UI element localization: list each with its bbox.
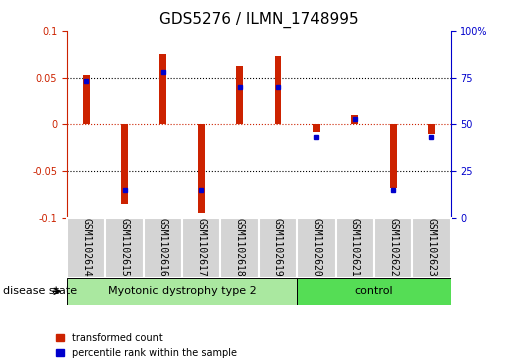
Bar: [198, 124, 204, 213]
Bar: [412, 218, 451, 278]
Bar: [351, 115, 358, 124]
Bar: [274, 56, 281, 124]
Bar: [121, 124, 128, 204]
Text: Myotonic dystrophy type 2: Myotonic dystrophy type 2: [108, 286, 256, 296]
Text: GSM1102615: GSM1102615: [119, 219, 129, 277]
Text: GSM1102616: GSM1102616: [158, 219, 168, 277]
Bar: [220, 218, 259, 278]
Text: GSM1102623: GSM1102623: [426, 219, 436, 277]
Text: GSM1102619: GSM1102619: [273, 219, 283, 277]
Text: GSM1102621: GSM1102621: [350, 219, 359, 277]
Bar: [67, 278, 297, 305]
Bar: [336, 218, 374, 278]
Legend: transformed count, percentile rank within the sample: transformed count, percentile rank withi…: [56, 333, 237, 358]
Title: GDS5276 / ILMN_1748995: GDS5276 / ILMN_1748995: [159, 12, 358, 28]
Bar: [182, 218, 220, 278]
Bar: [428, 124, 435, 134]
Bar: [313, 124, 320, 132]
Bar: [259, 218, 297, 278]
Bar: [83, 75, 90, 124]
Bar: [390, 124, 397, 188]
Text: GSM1102618: GSM1102618: [235, 219, 245, 277]
Bar: [236, 66, 243, 124]
Bar: [67, 218, 105, 278]
Bar: [144, 218, 182, 278]
Bar: [374, 218, 413, 278]
Text: GSM1102617: GSM1102617: [196, 219, 206, 277]
Text: GSM1102620: GSM1102620: [312, 219, 321, 277]
Bar: [160, 54, 166, 124]
Bar: [297, 278, 451, 305]
Text: GSM1102622: GSM1102622: [388, 219, 398, 277]
Text: disease state: disease state: [3, 286, 77, 296]
Text: control: control: [354, 286, 393, 296]
Bar: [106, 218, 144, 278]
Text: GSM1102614: GSM1102614: [81, 219, 91, 277]
Bar: [297, 218, 336, 278]
